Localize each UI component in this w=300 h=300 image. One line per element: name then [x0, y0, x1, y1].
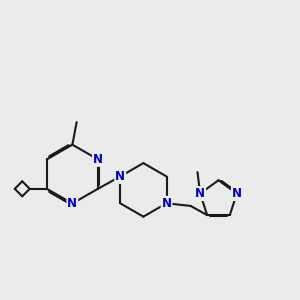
Text: N: N [232, 187, 242, 200]
Text: N: N [68, 197, 77, 210]
Text: N: N [115, 170, 125, 183]
Text: N: N [93, 153, 103, 166]
Text: N: N [162, 197, 172, 210]
Text: N: N [195, 187, 205, 200]
